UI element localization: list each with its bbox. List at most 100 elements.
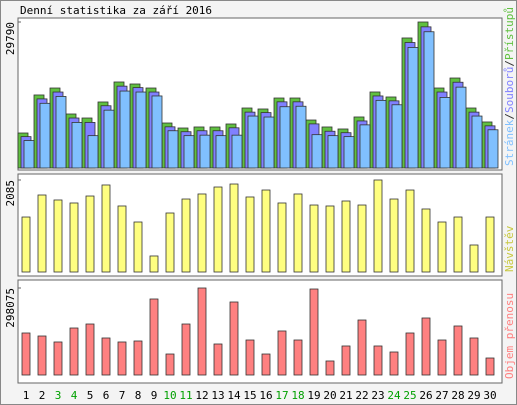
bar <box>279 106 291 169</box>
x-tick-label: 2 <box>39 389 46 402</box>
chart-title: Denní statistika za září 2016 <box>20 4 212 17</box>
x-tick-label: 14 <box>227 389 241 402</box>
bar <box>453 325 463 376</box>
bar <box>39 102 51 169</box>
x-tick-label: 28 <box>451 389 464 402</box>
bar <box>21 332 31 376</box>
bar <box>375 99 387 169</box>
bar <box>101 184 111 273</box>
x-tick-label: 26 <box>419 389 432 402</box>
bar <box>69 202 79 273</box>
bar <box>373 179 383 273</box>
x-tick-label: 29 <box>467 389 480 402</box>
x-tick-label: 10 <box>163 389 176 402</box>
bar <box>405 332 415 376</box>
x-tick-label: 24 <box>387 389 401 402</box>
bar <box>215 135 227 169</box>
bar <box>261 189 271 273</box>
bar <box>487 129 499 169</box>
legend-entry: Přístupů <box>503 7 516 60</box>
bar <box>37 194 47 273</box>
bar <box>183 135 195 169</box>
bar <box>437 339 447 376</box>
bar <box>357 319 367 376</box>
x-tick-label: 20 <box>323 389 336 402</box>
legend: Stránek/Souborů/Přístupů <box>503 7 516 166</box>
x-tick-label: 27 <box>435 389 448 402</box>
bar <box>389 198 399 273</box>
x-tick-label: 1 <box>23 389 30 402</box>
bar <box>245 196 255 273</box>
bar <box>103 109 115 169</box>
bar <box>101 337 111 376</box>
bar <box>85 323 95 376</box>
x-tick-label: 8 <box>135 389 142 402</box>
bar <box>309 288 319 376</box>
legend-separator: / <box>503 113 516 120</box>
bar <box>485 357 495 376</box>
bar <box>261 353 271 376</box>
bar <box>229 301 239 376</box>
bar <box>405 189 415 273</box>
x-tick-label: 19 <box>307 389 320 402</box>
bar <box>229 183 239 273</box>
x-tick-label: 9 <box>151 389 158 402</box>
panel <box>17 173 503 277</box>
x-tick-label: 25 <box>403 389 416 402</box>
bar <box>455 86 467 169</box>
bar <box>165 353 175 376</box>
bar <box>23 140 35 169</box>
bar <box>277 330 287 376</box>
bar <box>119 90 131 169</box>
bar <box>21 216 31 273</box>
bar <box>71 122 83 169</box>
bar <box>149 298 159 376</box>
bar <box>327 135 339 169</box>
bar <box>231 134 243 169</box>
bar <box>135 91 147 169</box>
x-tick-label: 12 <box>195 389 208 402</box>
bar <box>181 323 191 376</box>
bar <box>133 340 143 376</box>
bar <box>421 208 431 273</box>
x-tick-label: 15 <box>243 389 256 402</box>
bar <box>389 351 399 376</box>
bar <box>117 205 127 273</box>
x-tick-label: 5 <box>87 389 94 402</box>
bar <box>407 47 419 169</box>
x-tick-label: 13 <box>211 389 224 402</box>
legend-entry: Návštěv <box>503 225 516 272</box>
x-tick-label: 18 <box>291 389 304 402</box>
x-tick-label: 22 <box>355 389 368 402</box>
bar <box>85 195 95 273</box>
bar <box>199 134 211 169</box>
bar <box>373 345 383 376</box>
y-tick-label: 298075 <box>4 288 17 328</box>
bar <box>197 193 207 273</box>
bar <box>439 97 451 169</box>
x-tick-label: 6 <box>103 389 110 402</box>
legend: Návštěv <box>503 225 516 272</box>
bar <box>341 200 351 273</box>
bar <box>471 115 483 169</box>
bar <box>53 199 63 273</box>
bar <box>421 317 431 376</box>
bar <box>53 341 63 376</box>
y-tick-label: 2085 <box>4 180 17 207</box>
legend: Objem přenosu <box>503 293 516 379</box>
bar <box>69 327 79 376</box>
bar <box>325 205 335 273</box>
bar <box>295 105 307 169</box>
legend-separator: / <box>503 60 516 67</box>
bar <box>469 337 479 376</box>
x-tick-label: 23 <box>371 389 384 402</box>
legend-entry: Stránek <box>503 119 516 166</box>
x-tick-label: 4 <box>71 389 78 402</box>
x-tick-label: 21 <box>339 389 352 402</box>
bar <box>311 134 323 169</box>
y-tick-label: 29790 <box>4 22 17 55</box>
x-tick-label: 11 <box>179 389 192 402</box>
bar <box>343 136 355 169</box>
bar <box>469 244 479 273</box>
x-tick-label: 7 <box>119 389 126 402</box>
